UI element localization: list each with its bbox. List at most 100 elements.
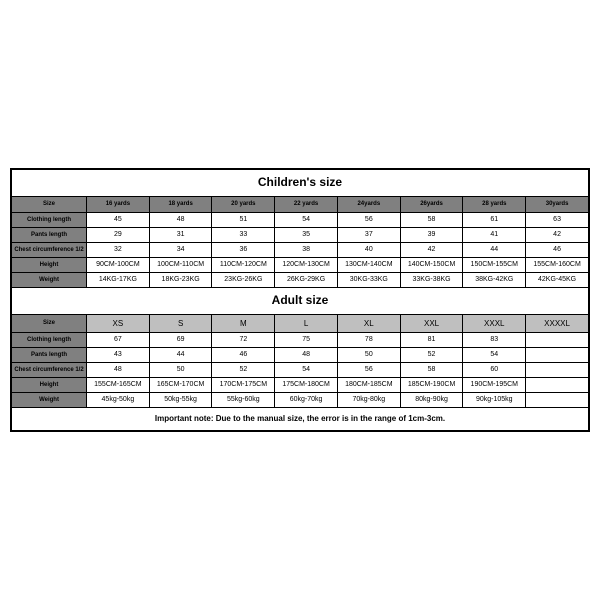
data-cell: 50 [149, 363, 212, 378]
data-cell: 34 [149, 243, 212, 258]
data-cell: 58 [400, 213, 463, 228]
size-table: Children's sizeSize16 yards18 yards20 ya… [11, 169, 589, 430]
data-cell [526, 333, 589, 348]
data-cell: 155CM-165CM [87, 378, 150, 393]
data-cell: 52 [212, 363, 275, 378]
data-cell: 33KG-38KG [400, 273, 463, 288]
data-cell: 44 [463, 243, 526, 258]
data-cell: 36 [212, 243, 275, 258]
data-cell: 43 [87, 348, 150, 363]
size-chart: Children's sizeSize16 yards18 yards20 ya… [10, 168, 590, 431]
data-cell: 61 [463, 213, 526, 228]
data-cell: 165CM-170CM [149, 378, 212, 393]
data-cell: 50 [337, 348, 400, 363]
col-header: S [149, 315, 212, 333]
data-cell: 42 [526, 228, 589, 243]
row-label: Pants length [12, 228, 87, 243]
data-cell: 78 [337, 333, 400, 348]
data-cell: 26KG-29KG [275, 273, 338, 288]
data-cell [526, 393, 589, 408]
data-cell: 40 [337, 243, 400, 258]
col-header: XS [87, 315, 150, 333]
data-cell: 140CM-150CM [400, 258, 463, 273]
data-cell: 45kg-50kg [87, 393, 150, 408]
data-cell: 48 [87, 363, 150, 378]
data-cell: 52 [400, 348, 463, 363]
data-cell: 23KG-26KG [212, 273, 275, 288]
data-cell: 44 [149, 348, 212, 363]
col-header: XXXL [463, 315, 526, 333]
data-cell: 42KG-45KG [526, 273, 589, 288]
data-cell: 170CM-175CM [212, 378, 275, 393]
note: Important note: Due to the manual size, … [12, 408, 589, 430]
data-cell: 72 [212, 333, 275, 348]
data-cell: 100CM-110CM [149, 258, 212, 273]
data-cell: 67 [87, 333, 150, 348]
data-cell: 155CM-160CM [526, 258, 589, 273]
col-header: 22 yards [275, 197, 338, 213]
data-cell: 29 [87, 228, 150, 243]
col-header: 30yards [526, 197, 589, 213]
data-cell: 69 [149, 333, 212, 348]
data-cell: 48 [275, 348, 338, 363]
col-header: XXL [400, 315, 463, 333]
row-label: Height [12, 378, 87, 393]
data-cell: 90CM-100CM [87, 258, 150, 273]
data-cell: 60kg-70kg [275, 393, 338, 408]
row-label: Clothing length [12, 213, 87, 228]
data-cell: 33 [212, 228, 275, 243]
col-header: XXXXL [526, 315, 589, 333]
data-cell: 42 [400, 243, 463, 258]
col-header: 24yards [337, 197, 400, 213]
data-cell: 120CM-130CM [275, 258, 338, 273]
col-header: 20 yards [212, 197, 275, 213]
data-cell: 56 [337, 363, 400, 378]
data-cell: 14KG-17KG [87, 273, 150, 288]
data-cell: 150CM-155CM [463, 258, 526, 273]
data-cell: 54 [463, 348, 526, 363]
row-label: Weight [12, 273, 87, 288]
data-cell: 75 [275, 333, 338, 348]
col-header: M [212, 315, 275, 333]
data-cell: 51 [212, 213, 275, 228]
data-cell: 37 [337, 228, 400, 243]
data-cell: 45 [87, 213, 150, 228]
data-cell: 46 [526, 243, 589, 258]
data-cell: 80kg-90kg [400, 393, 463, 408]
data-cell: 32 [87, 243, 150, 258]
col-header-label: Size [12, 315, 87, 333]
col-header: 28 yards [463, 197, 526, 213]
data-cell [526, 348, 589, 363]
data-cell: 70kg-80kg [337, 393, 400, 408]
data-cell: 63 [526, 213, 589, 228]
row-label: Height [12, 258, 87, 273]
data-cell: 30KG-33KG [337, 273, 400, 288]
data-cell: 175CM-180CM [275, 378, 338, 393]
data-cell: 54 [275, 363, 338, 378]
data-cell: 58 [400, 363, 463, 378]
row-label: Pants length [12, 348, 87, 363]
data-cell: 55kg-60kg [212, 393, 275, 408]
col-header: 18 yards [149, 197, 212, 213]
data-cell: 190CM-195CM [463, 378, 526, 393]
row-label: Chest circumference 1/2 [12, 363, 87, 378]
data-cell: 38KG-42KG [463, 273, 526, 288]
col-header: 16 yards [87, 197, 150, 213]
row-label: Clothing length [12, 333, 87, 348]
data-cell: 38 [275, 243, 338, 258]
data-cell: 130CM-140CM [337, 258, 400, 273]
data-cell: 81 [400, 333, 463, 348]
row-label: Chest circumference 1/2 [12, 243, 87, 258]
data-cell: 110CM-120CM [212, 258, 275, 273]
data-cell: 35 [275, 228, 338, 243]
data-cell: 18KG-23KG [149, 273, 212, 288]
data-cell: 48 [149, 213, 212, 228]
data-cell: 39 [400, 228, 463, 243]
data-cell: 185CM-190CM [400, 378, 463, 393]
col-header: XL [337, 315, 400, 333]
data-cell [526, 378, 589, 393]
data-cell: 31 [149, 228, 212, 243]
data-cell: 56 [337, 213, 400, 228]
data-cell: 83 [463, 333, 526, 348]
data-cell: 60 [463, 363, 526, 378]
